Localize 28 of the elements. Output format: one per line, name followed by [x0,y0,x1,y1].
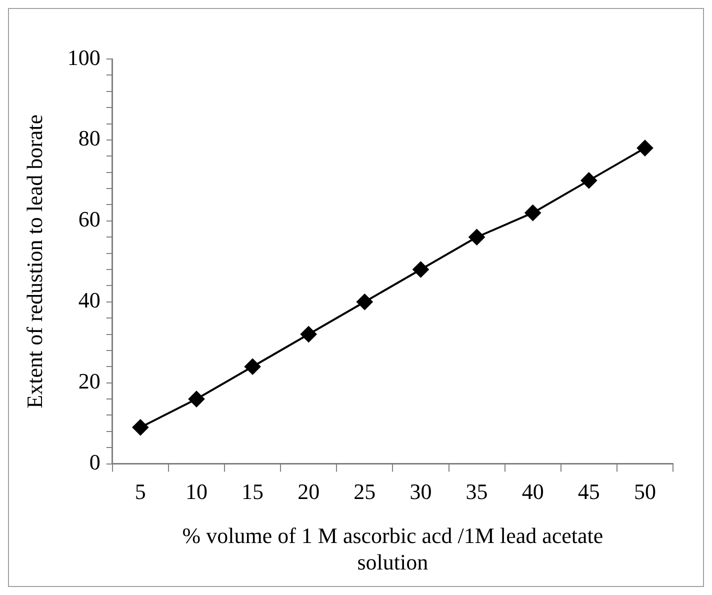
point [468,229,485,246]
x-tick-label: 10 [185,478,208,504]
point [244,358,261,375]
point [188,391,204,408]
point [636,140,653,156]
y-tick-label: 20 [78,368,100,394]
point [300,326,317,342]
y-tick-label: 60 [78,206,100,232]
x-tick-label: 15 [242,478,264,504]
point [356,294,373,310]
x-tick-label: 5 [134,478,146,504]
y-tick-label: 80 [78,126,100,151]
point [412,261,429,278]
x-tick-label: 50 [634,478,656,504]
x-tick-label: 30 [410,478,432,504]
y-axis-title: Extent of redustion to lead borate [22,114,47,408]
x-tick-label: 35 [466,478,488,504]
point [132,419,148,436]
y-tick-label: 40 [78,288,100,313]
y-tick-label: 100 [67,44,100,70]
point [524,204,541,221]
x-axis-title: % volume of 1 M ascorbic acd /1M lead acetate solution [182,523,604,575]
y-tick-label: 0 [89,450,100,475]
x-tick-label: 20 [298,478,320,504]
x-tick-label: 45 [578,478,600,504]
x-tick-label: 25 [354,478,376,504]
x-tick-label: 40 [522,478,544,504]
point [580,172,597,188]
